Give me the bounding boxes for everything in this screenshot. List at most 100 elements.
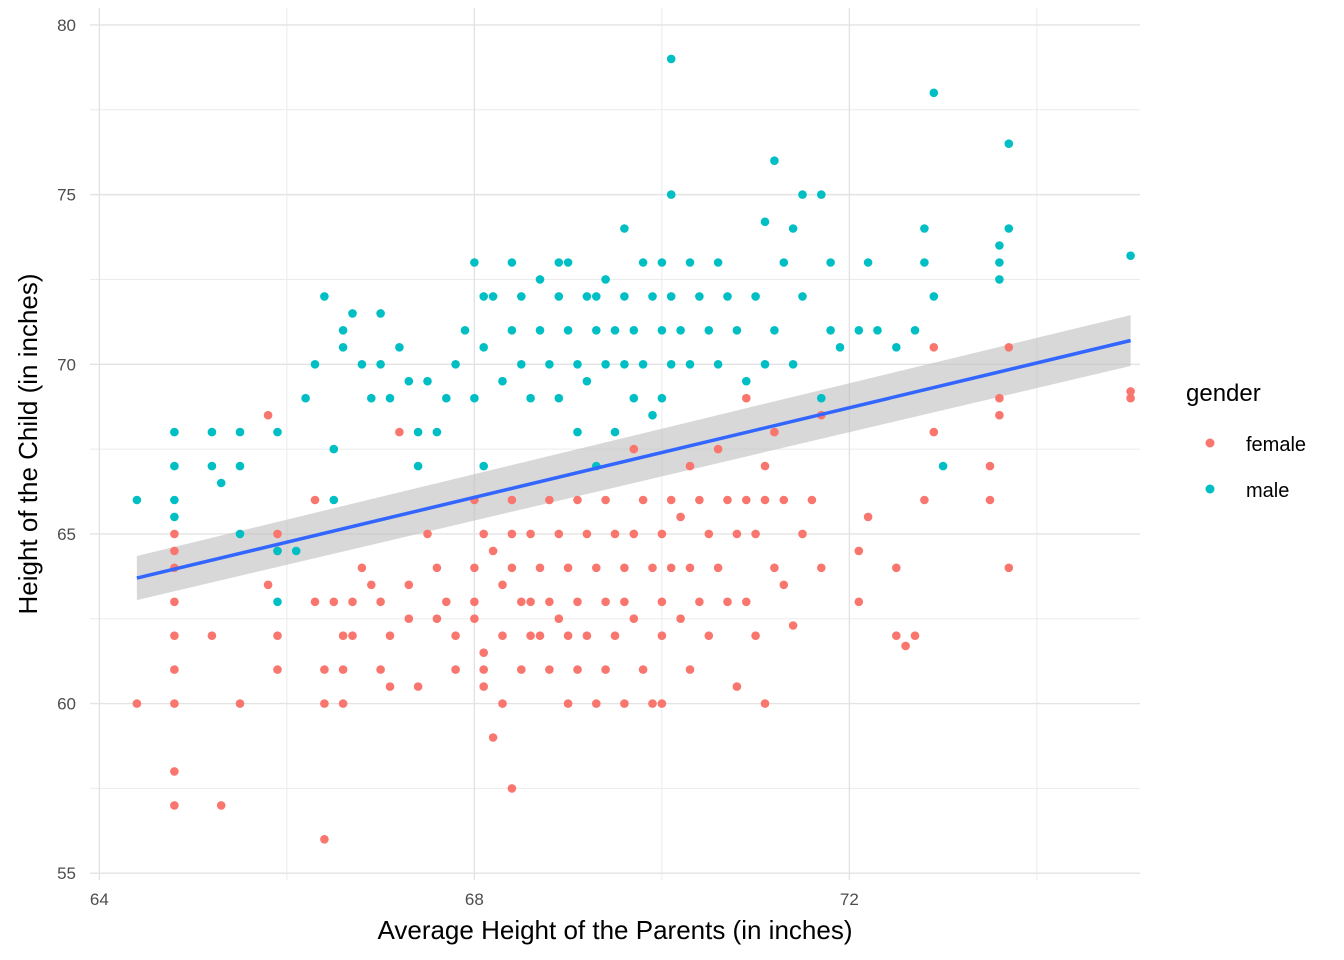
data-point-female (770, 427, 779, 437)
data-point-female (1126, 387, 1135, 396)
data-point-male (648, 292, 657, 301)
data-point-female (376, 665, 385, 674)
data-point-female (320, 665, 329, 674)
data-point-male (329, 495, 339, 505)
data-point-male (367, 393, 376, 403)
data-point-female (442, 597, 451, 607)
data-point-male (582, 292, 592, 301)
data-point-female (432, 563, 442, 573)
data-point-female (751, 631, 760, 640)
data-point-female (573, 597, 582, 607)
data-point-male (338, 326, 348, 335)
data-point-male (376, 309, 385, 318)
data-point-female (770, 563, 779, 573)
data-point-female (517, 597, 526, 607)
data-point-male (695, 292, 704, 301)
data-point-female (666, 563, 676, 573)
data-point-male (207, 461, 217, 471)
data-point-male (404, 376, 414, 386)
data-point-male (592, 326, 601, 335)
y-tick-label: 70 (57, 355, 76, 374)
legend-entry-male: male (1205, 480, 1289, 502)
data-point-female (676, 614, 685, 623)
data-point-male (657, 326, 667, 335)
data-point-female (732, 529, 742, 539)
data-point-female (132, 699, 142, 708)
data-point-female (723, 597, 732, 607)
data-point-male (170, 512, 179, 522)
data-point-female (648, 563, 657, 573)
data-point-male (132, 495, 142, 505)
data-point-male (170, 461, 179, 471)
data-point-male (742, 376, 751, 386)
legend-key-female (1205, 438, 1215, 448)
data-point-male (235, 427, 245, 437)
data-point-female (470, 563, 479, 573)
data-point-female (170, 546, 179, 556)
data-point-female (563, 563, 573, 573)
data-point-male (995, 258, 1004, 267)
data-point-male (413, 461, 423, 471)
data-point-male (657, 258, 667, 267)
data-point-female (601, 597, 610, 607)
data-point-male (863, 258, 873, 267)
y-tick-label: 65 (57, 525, 76, 544)
data-point-female (170, 699, 179, 708)
data-point-female (666, 495, 676, 505)
data-point-male (835, 343, 845, 352)
data-point-male (620, 292, 629, 301)
trend-line-group (136, 338, 1132, 580)
data-point-female (554, 529, 564, 539)
data-point-male (995, 275, 1004, 284)
data-point-female (929, 343, 939, 352)
data-point-female (817, 563, 826, 573)
data-point-female (320, 835, 329, 844)
data-point-male (451, 360, 460, 369)
data-point-male (1126, 251, 1135, 260)
data-point-male (554, 292, 564, 301)
data-point-male (460, 326, 470, 335)
x-tick-label: 72 (840, 890, 859, 909)
data-point-male (817, 393, 826, 403)
data-point-male (273, 427, 282, 437)
data-point-male (892, 343, 901, 352)
data-point-male (779, 258, 789, 267)
y-tick-label: 55 (57, 864, 76, 883)
data-point-female (170, 529, 179, 539)
trend-line (136, 338, 1132, 580)
data-point-female (638, 665, 648, 674)
data-point-female (1126, 393, 1135, 403)
data-point-female (498, 580, 507, 590)
data-point-male (535, 275, 545, 284)
legend-label-male: male (1246, 480, 1289, 502)
data-point-male (770, 326, 779, 335)
data-point-male (760, 217, 770, 227)
data-point-male (329, 444, 339, 454)
data-point-male (535, 326, 545, 335)
data-point-male (554, 258, 564, 267)
data-point-male (216, 478, 226, 488)
data-point-female (685, 461, 695, 471)
data-point-male (573, 427, 582, 437)
data-point-male (601, 360, 610, 369)
data-point-female (263, 580, 273, 590)
data-point-male (273, 546, 282, 556)
data-point-male (592, 292, 601, 301)
data-point-female (517, 665, 526, 674)
legend-label-female: female (1246, 434, 1306, 456)
data-point-male (235, 529, 245, 539)
data-point-female (995, 410, 1004, 420)
data-point-female (526, 597, 535, 607)
x-axis-title: Average Height of the Parents (in inches… (377, 915, 852, 945)
data-point-female (404, 614, 414, 623)
data-point-female (376, 597, 385, 607)
data-point-female (1004, 343, 1014, 352)
data-point-male (573, 360, 582, 369)
data-point-male (770, 156, 779, 165)
data-point-male (751, 292, 760, 301)
data-point-female (807, 495, 817, 505)
data-point-female (713, 563, 723, 573)
y-tick-label: 60 (57, 695, 76, 714)
data-point-male (507, 258, 517, 267)
data-point-male (920, 258, 929, 267)
